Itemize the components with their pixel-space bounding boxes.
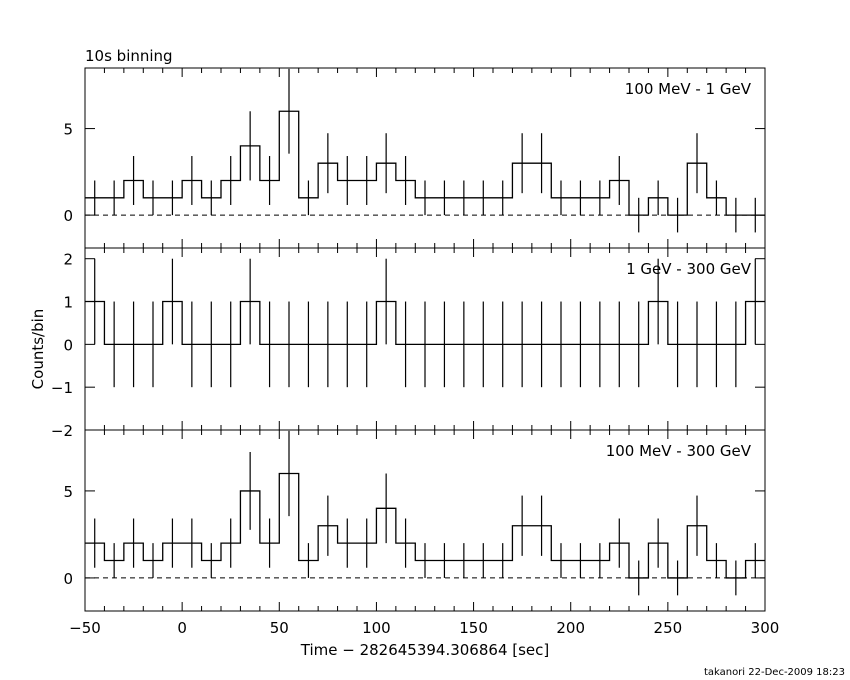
y-tick-label: 5 bbox=[63, 483, 73, 501]
energy-band-label: 100 MeV - 300 GeV bbox=[606, 442, 752, 460]
x-tick-label: 50 bbox=[270, 619, 289, 637]
panel-3: 0 5 100 MeV - 300 GeV bbox=[63, 429, 766, 612]
x-axis-label: Time − 282645394.306864 [sec] bbox=[300, 641, 550, 659]
energy-band-label: 100 MeV - 1 GeV bbox=[625, 80, 752, 98]
footer-stamp: takanori 22-Dec-2009 18:23 bbox=[704, 667, 845, 678]
y-tick-label: −1 bbox=[51, 379, 73, 397]
y-tick-label: 0 bbox=[63, 207, 73, 225]
y-tick-label: 0 bbox=[63, 570, 73, 588]
y-tick-label: 0 bbox=[63, 336, 73, 354]
panel-1: 0 5 100 MeV - 1 GeV bbox=[63, 67, 766, 249]
x-tick-label: 0 bbox=[177, 619, 187, 637]
panel-2: −2 −1 0 1 2 1 GeV - 300 GeV bbox=[51, 247, 766, 440]
x-tick-label: 100 bbox=[362, 619, 391, 637]
series-group bbox=[85, 430, 765, 596]
x-tick-label: 150 bbox=[459, 619, 488, 637]
histogram-line bbox=[85, 110, 765, 216]
x-tick-label: 200 bbox=[556, 619, 585, 637]
x-tick-label: 300 bbox=[751, 619, 780, 637]
y-axis-label: Counts/bin bbox=[29, 309, 47, 390]
panels-group: 0 5 100 MeV - 1 GeV −2 −1 0 1 2 1 GeV - 300 GeV 0… bbox=[51, 67, 780, 637]
y-tick-label: −2 bbox=[51, 422, 73, 440]
energy-band-label: 1 GeV - 300 GeV bbox=[626, 260, 752, 278]
x-tick-label: 250 bbox=[654, 619, 683, 637]
histogram-line bbox=[85, 472, 765, 579]
series-group bbox=[85, 68, 765, 233]
x-tick-label: −50 bbox=[69, 619, 101, 637]
binning-label: 10s binning bbox=[85, 47, 173, 65]
y-tick-label: 5 bbox=[63, 121, 73, 139]
y-tick-label: 1 bbox=[63, 294, 73, 312]
panel-frame bbox=[84, 429, 766, 612]
y-tick-label: 2 bbox=[63, 251, 73, 269]
series-group bbox=[85, 258, 765, 388]
